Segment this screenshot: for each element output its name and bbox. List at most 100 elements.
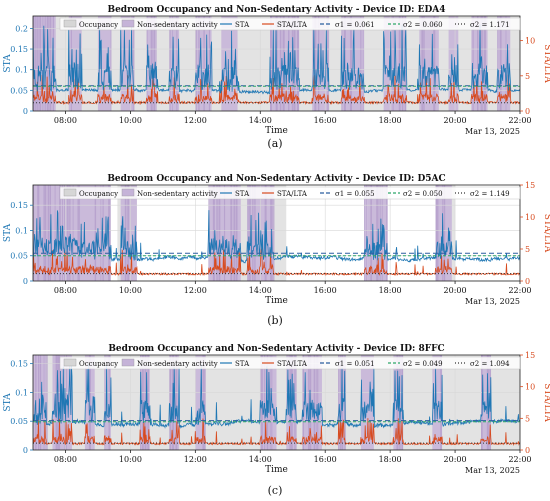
legend-sigma-ratio-label: σ2 = 1.149 — [470, 190, 510, 198]
x-tick-label: 08:00 — [54, 455, 77, 464]
y-tick-label-left: 0.15 — [10, 201, 28, 210]
x-tick-label: 22:00 — [508, 455, 531, 464]
axes-frame — [32, 354, 521, 451]
y-tick-label-right: 10 — [525, 213, 535, 222]
y-axis-label-right: STA/LTA — [542, 214, 550, 253]
plot-area — [33, 185, 520, 281]
y-tick-label-left: 0 — [23, 446, 28, 455]
panel-label: (c) — [268, 484, 283, 497]
legend: Occupancy Non-sedentary activity STA STA/LT… — [59, 17, 521, 31]
legend-occupancy-label: Occupancy — [79, 190, 118, 198]
activity-band — [104, 355, 111, 450]
y-tick-label-right: 10 — [525, 37, 535, 46]
activity-band — [169, 16, 180, 111]
x-tick-label: 10:00 — [119, 286, 142, 295]
legend-box — [59, 17, 521, 31]
chart-panel-2: Bedroom Occupancy and Non-Sedentary Acti… — [3, 174, 550, 306]
legend-sta-label: STA — [235, 190, 250, 198]
legend-sigma1-label: σ1 = 0.051 — [335, 360, 375, 368]
axes-frame — [32, 15, 521, 112]
y-tick-label-left: 0 — [23, 107, 28, 116]
x-tick-label: 12:00 — [184, 116, 207, 125]
legend-sigma2-label: σ2 = 0.060 — [403, 21, 443, 29]
legend-activity-swatch — [121, 358, 135, 367]
y-tick-label-right: 0 — [525, 277, 530, 286]
x-tick-label: 18:00 — [379, 455, 402, 464]
x-tick-label: 22:00 — [508, 286, 531, 295]
activity-band — [97, 16, 111, 111]
plot-area — [33, 355, 520, 450]
y-axis-label-right: STA/LTA — [542, 44, 550, 83]
x-tick-label: 22:00 — [508, 116, 531, 125]
x-tick-label: 10:00 — [119, 116, 142, 125]
y-tick-label-left: 0.05 — [10, 86, 28, 95]
y-tick-label-right: 5 — [525, 72, 530, 81]
legend-sigma-ratio-label: σ2 = 1.171 — [470, 21, 510, 29]
x-tick-label: 14:00 — [249, 286, 272, 295]
legend-sta-lta-label: STA/LTA — [277, 190, 308, 198]
x-tick-label: 12:00 — [184, 286, 207, 295]
x-tick-label: 16:00 — [314, 116, 337, 125]
sta-series — [33, 363, 520, 429]
panel-label: (b) — [267, 314, 283, 327]
x-tick-label: 16:00 — [314, 455, 337, 464]
legend-sta-label: STA — [235, 21, 250, 29]
legend-activity-swatch — [121, 19, 135, 28]
legend-activity-swatch — [121, 188, 135, 197]
y-tick-label-left: 0.05 — [10, 417, 28, 426]
y-tick-label-right: 5 — [525, 245, 530, 254]
legend: Occupancy Non-sedentary activity STA STA/LT… — [59, 186, 521, 200]
y-tick-label-right: 0 — [525, 446, 530, 455]
date-label: Mar 13, 2025 — [465, 127, 520, 136]
y-tick-label-left: 0.2 — [15, 24, 28, 33]
chart-title: Bedroom Occupancy and Non-Sedentary Acti… — [107, 5, 445, 15]
y-tick-label-left: 0.1 — [15, 66, 28, 75]
y-tick-label-right: 0 — [525, 107, 530, 116]
chart-panel-1: Bedroom Occupancy and Non-Sedentary Acti… — [3, 5, 550, 136]
y-tick-label-right: 10 — [525, 383, 535, 392]
activity-band — [364, 185, 387, 281]
legend-occupancy-label: Occupancy — [79, 360, 118, 368]
plot-area — [33, 16, 520, 111]
legend-activity-label: Non-sedentary activity — [137, 190, 218, 198]
x-tick-label: 18:00 — [379, 286, 402, 295]
x-tick-label: 18:00 — [379, 116, 402, 125]
date-label: Mar 13, 2025 — [465, 297, 520, 306]
x-tick-label: 20:00 — [444, 116, 467, 125]
x-tick-label: 12:00 — [184, 455, 207, 464]
y-tick-label-right: 5 — [525, 414, 530, 423]
y-tick-label-left: 0.15 — [10, 45, 28, 54]
legend-sigma1-label: σ1 = 0.055 — [335, 190, 375, 198]
x-axis-label: Time — [265, 126, 288, 136]
x-tick-label: 20:00 — [444, 286, 467, 295]
y-tick-label-left: 0.1 — [15, 226, 28, 235]
y-axis-label-left: STA — [3, 223, 13, 242]
x-tick-label: 14:00 — [249, 455, 272, 464]
activity-band — [481, 355, 491, 450]
y-axis-label-left: STA — [3, 54, 13, 73]
legend-sta-label: STA — [235, 360, 250, 368]
x-tick-label: 16:00 — [314, 286, 337, 295]
legend-sigma2-label: σ2 = 0.049 — [403, 360, 443, 368]
legend-sigma1-label: σ1 = 0.061 — [335, 21, 375, 29]
axes-frame — [32, 184, 521, 282]
legend-occupancy-label: Occupancy — [79, 21, 118, 29]
chart-title: Bedroom Occupancy and Non-Sedentary Acti… — [108, 344, 444, 354]
activity-band — [448, 16, 459, 111]
x-tick-label: 10:00 — [119, 455, 142, 464]
x-tick-label: 14:00 — [249, 116, 272, 125]
sta-lta-series — [33, 418, 520, 446]
legend-activity-label: Non-sedentary activity — [137, 360, 218, 368]
y-tick-label-left: 0.15 — [10, 360, 28, 369]
y-tick-label-left: 0.1 — [15, 388, 28, 397]
y-axis-label-left: STA — [3, 393, 13, 412]
panel-label: (a) — [267, 137, 282, 150]
legend-sta-lta-label: STA/LTA — [277, 360, 308, 368]
sta-series — [33, 210, 520, 264]
y-axis-label-right: STA/LTA — [542, 383, 550, 422]
legend-occupancy-swatch — [63, 358, 77, 367]
activity-band — [432, 355, 443, 450]
date-label: Mar 13, 2025 — [465, 466, 520, 475]
y-tick-label-right: 15 — [525, 181, 535, 190]
